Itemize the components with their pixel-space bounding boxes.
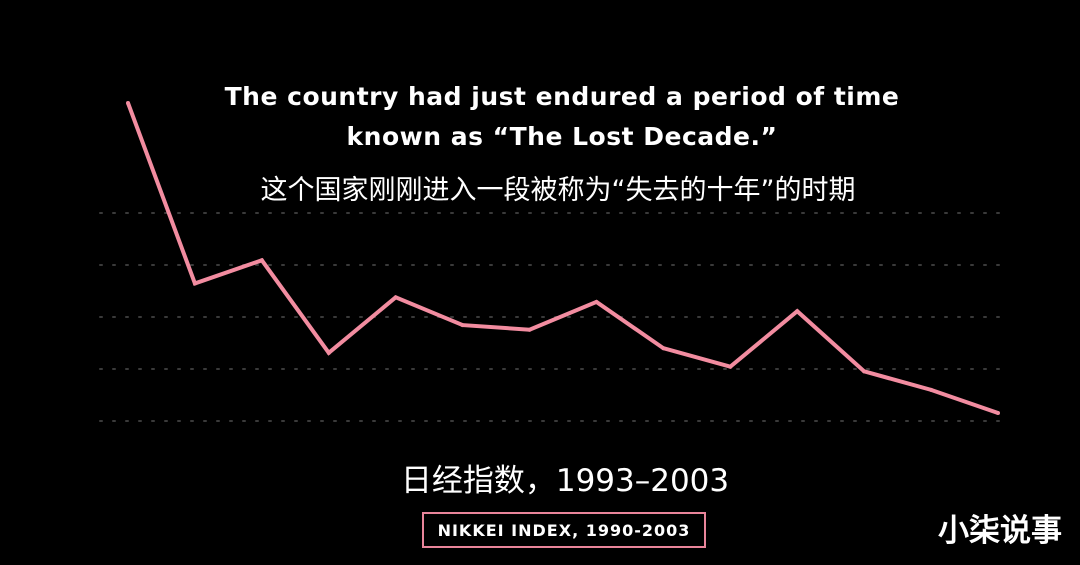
caption-english-line-1: The country had just endured a period of… xyxy=(224,82,900,111)
chart-grid xyxy=(99,212,1001,422)
caption-english-line-2: known as “The Lost Decade.” xyxy=(346,122,778,151)
chart-subtitle-chinese: 日经指数，1993–2003 xyxy=(400,463,730,499)
data-point xyxy=(326,350,331,355)
caption-chinese: 这个国家刚刚进入一段被称为“失去的十年”的时期 xyxy=(260,175,856,206)
data-point xyxy=(862,369,867,374)
data-point xyxy=(460,323,465,328)
data-point xyxy=(661,346,666,351)
data-point xyxy=(393,295,398,300)
data-point xyxy=(728,364,733,369)
data-point xyxy=(929,387,934,392)
channel-watermark: 小柒说事 xyxy=(938,513,1062,549)
data-point xyxy=(594,299,599,304)
chart-series xyxy=(126,101,1000,415)
data-point xyxy=(527,327,532,332)
chart-title-label: NIKKEI INDEX, 1990-2003 xyxy=(437,520,691,540)
data-point xyxy=(126,101,130,105)
data-point xyxy=(192,281,197,286)
data-point xyxy=(259,258,264,263)
data-point xyxy=(795,309,800,314)
data-point xyxy=(996,410,1000,415)
series-line xyxy=(126,102,999,415)
chart-title-badge: NIKKEI INDEX, 1990-2003 xyxy=(422,512,706,548)
